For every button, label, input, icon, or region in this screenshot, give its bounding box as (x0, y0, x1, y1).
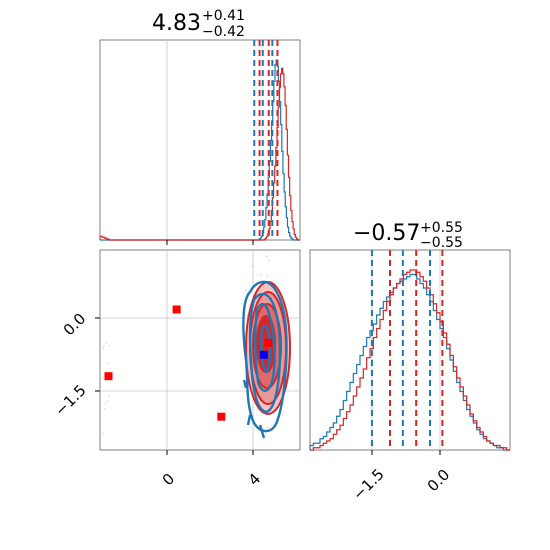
scatter-point (266, 274, 269, 277)
hist-p0-quantile-lines (253, 40, 279, 240)
ytick-label-p1-1: −1.5 (51, 381, 89, 419)
hist-p0-series-b (99, 67, 300, 241)
scatter-point (267, 426, 270, 429)
svg-text:−0.55: −0.55 (420, 235, 463, 251)
density-panel-p0-p1: 0 4 0.0 −1.5 (51, 249, 301, 489)
xtick-label-p0-1: 4 (245, 470, 264, 489)
scatter-point (251, 265, 254, 267)
svg-text:−0.42: −0.42 (202, 24, 245, 40)
hist-panel-p1: −1.5 0.0 (309, 249, 511, 504)
scatter-point (102, 432, 105, 435)
hist-p1-series-b (310, 269, 510, 451)
xtick-label-p0-0: 0 (159, 470, 178, 489)
scatter-point (102, 347, 104, 350)
hist-p1-quantile-lines (370, 250, 444, 450)
density-markers (104, 305, 273, 421)
scatter-point (260, 273, 263, 276)
scatter-point (101, 376, 104, 379)
scatter-point (265, 255, 268, 258)
scatter-point (108, 344, 110, 347)
svg-text:−0.57: −0.57 (353, 221, 420, 246)
hist-p1-frame (309, 249, 511, 451)
scatter-point (107, 362, 109, 364)
hist-panel-p0 (99, 39, 301, 245)
title-p0: 4.83 +0.41 −0.42 (152, 8, 245, 40)
scatter-point (268, 259, 270, 262)
hist-p1-ticks (371, 450, 441, 455)
title-p1: −0.57 +0.55 −0.55 (353, 220, 463, 251)
hist-p1-steps (309, 269, 510, 451)
ytick-label-p1-0: 0.0 (60, 310, 90, 340)
svg-text:4.83: 4.83 (152, 11, 201, 36)
marker-red (264, 338, 273, 347)
xtick-label-p1-0: −1.5 (349, 465, 387, 503)
marker-red (172, 305, 181, 314)
marker-blue (259, 350, 268, 359)
scatter-point (108, 395, 110, 398)
scatter-point (244, 289, 247, 291)
marker-red (217, 412, 226, 421)
scatter-point (104, 401, 107, 404)
scatter-point (105, 342, 108, 344)
svg-text:+0.55: +0.55 (420, 220, 463, 236)
scatter-point (266, 477, 268, 479)
density-ticks (95, 317, 254, 455)
xtick-label-p1-1: 0.0 (424, 466, 454, 496)
svg-text:+0.41: +0.41 (202, 8, 245, 24)
scatter-point (102, 345, 105, 348)
marker-red (104, 372, 113, 381)
scatter-point (103, 407, 106, 410)
scatter-point (106, 400, 109, 402)
